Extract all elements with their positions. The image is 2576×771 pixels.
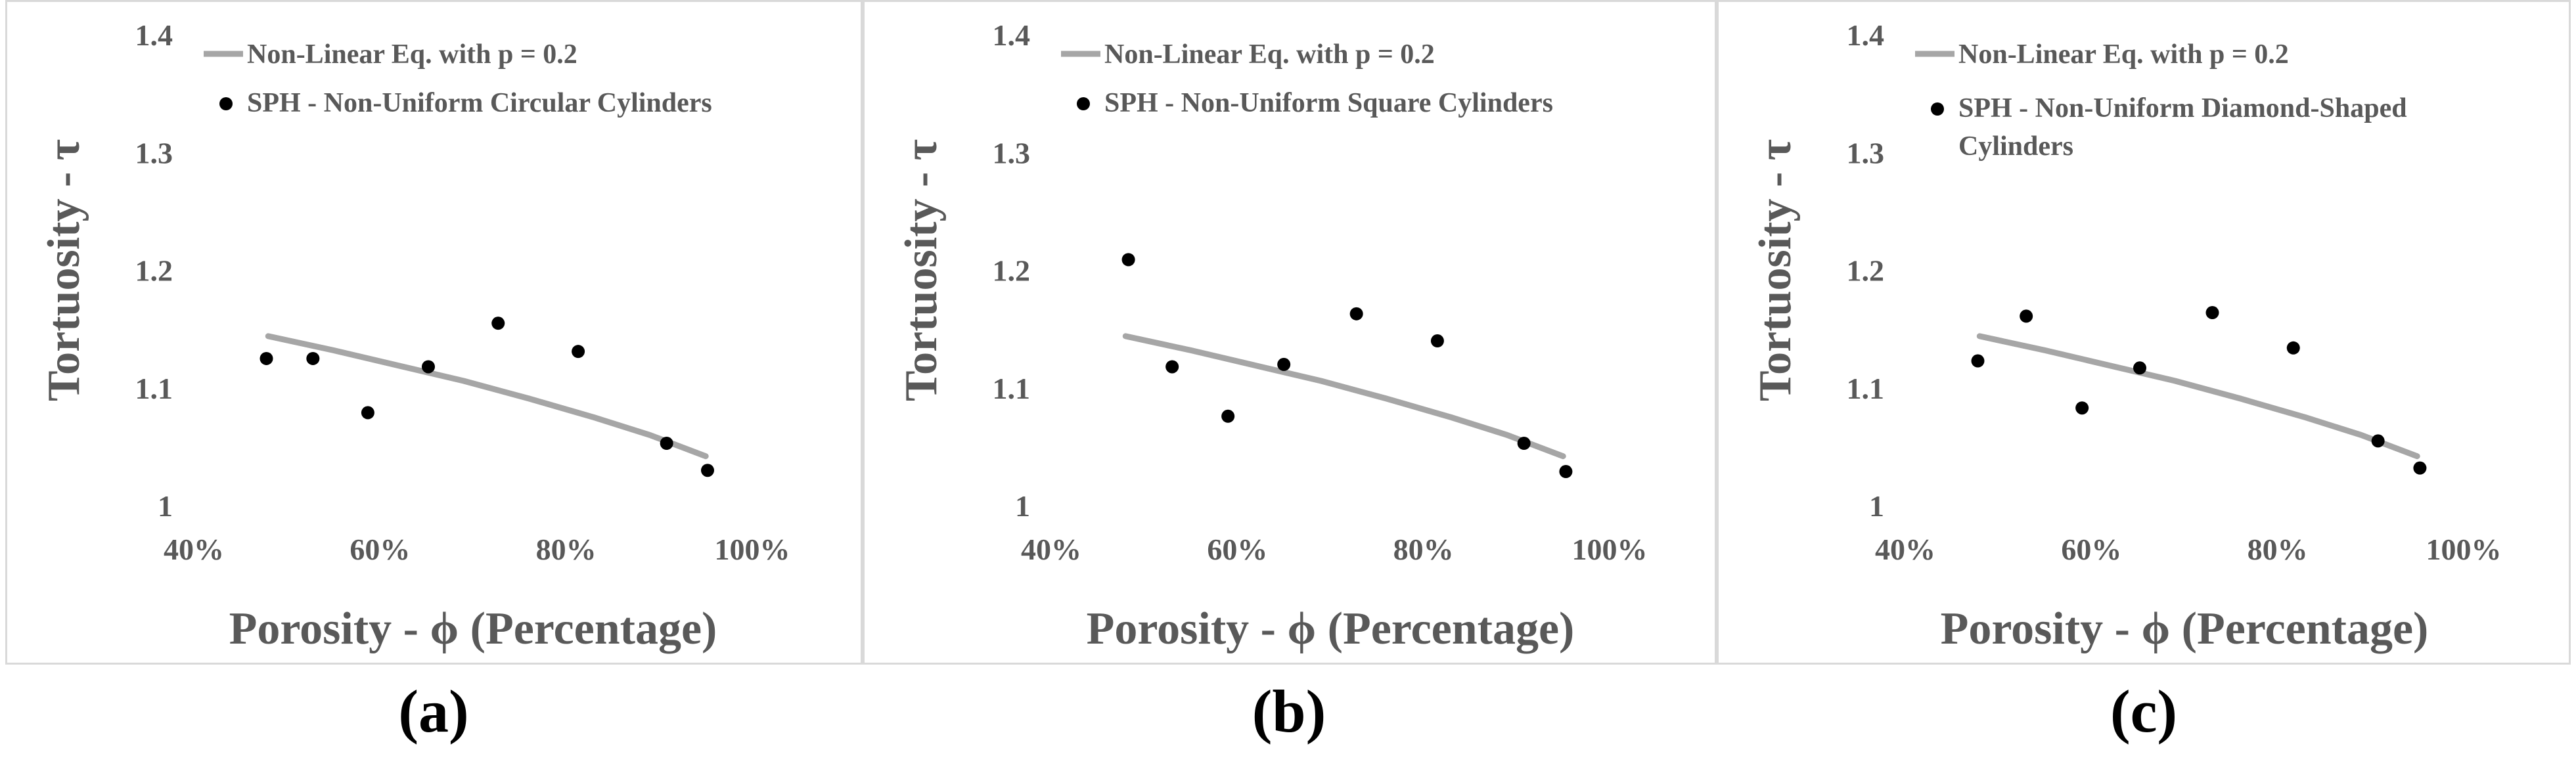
y-tick-label-c: 1.4 [1847, 18, 1885, 52]
data-point-a [660, 436, 673, 450]
legend-label-scatter-c: SPH - Non-Uniform Diamond-Shaped [1958, 93, 2407, 123]
x-axis-title-b: Porosity - ϕ (Percentage) [1087, 604, 1575, 654]
x-tick-label-c: 100% [2426, 533, 2502, 566]
data-point-b [1165, 360, 1179, 374]
data-point-c [2371, 434, 2385, 448]
x-tick-label-c: 60% [2061, 533, 2121, 566]
y-tick-label-b: 1 [1015, 489, 1030, 523]
x-tick-label-c: 40% [1875, 533, 1935, 566]
data-point-c [2286, 341, 2300, 355]
data-point-c [2413, 461, 2427, 475]
y-tick-label-b: 1.4 [993, 18, 1031, 52]
y-tick-label-c: 1.1 [1847, 372, 1885, 405]
trend-line-a [265, 333, 709, 460]
panel-label-b: (b) [1252, 678, 1326, 745]
y-tick-label-a: 1.4 [135, 18, 173, 52]
data-point-c [2075, 401, 2089, 415]
tortuosity-charts-svg: 1 1.1 1.2 1.3 1.4 40% 60% 80% 100% Porosity - ϕ (… [39, 18, 2502, 654]
legend-label-scatter-a: SPH - Non-Uniform Circular Cylinders [247, 88, 712, 118]
x-axis-title-a: Porosity - ϕ (Percentage) [229, 604, 717, 654]
data-point-a [306, 351, 320, 365]
chart-panel-a [5, 0, 863, 665]
legend-dot-swatch-c [1931, 102, 1944, 116]
legend-label-line-a: Non-Linear Eq. with p = 0.2 [247, 39, 577, 70]
y-tick-label-b: 1.3 [993, 136, 1031, 169]
y-axis-title-b: Tortuosity - τ [896, 139, 947, 401]
x-tick-label-b: 100% [1572, 533, 1648, 566]
y-tick-label-c: 1.2 [1847, 254, 1885, 288]
x-tick-label-b: 60% [1207, 533, 1267, 566]
y-tick-label-a: 1.1 [135, 372, 173, 405]
x-axis-title-c: Porosity - ϕ (Percentage) [1941, 604, 2429, 654]
data-point-c [2133, 361, 2146, 375]
legend-label-scatter-b: SPH - Non-Uniform Square Cylinders [1104, 88, 1553, 118]
data-point-a [491, 317, 505, 330]
y-tick-label-a: 1 [158, 489, 173, 523]
data-point-a [701, 464, 714, 477]
data-point-b [1277, 357, 1291, 371]
x-tick-label-c: 80% [2248, 533, 2308, 566]
x-tick-label-b: 80% [1393, 533, 1454, 566]
y-axis-title-a: Tortuosity - τ [39, 139, 89, 401]
x-tick-label-a: 60% [350, 533, 410, 566]
chart-panel-c [1717, 0, 2571, 665]
panel-label-c: (c) [2110, 678, 2178, 745]
y-tick-label-c: 1 [1869, 489, 1884, 523]
y-axis-title-c: Tortuosity - τ [1750, 139, 1801, 401]
data-point-a [572, 345, 585, 359]
legend-dot-swatch-a [219, 97, 233, 110]
data-point-a [361, 406, 374, 420]
x-tick-label-a: 80% [536, 533, 597, 566]
data-point-b [1430, 334, 1444, 348]
data-point-b [1221, 409, 1235, 423]
legend-dot-swatch-b [1077, 97, 1090, 110]
y-tick-label-a: 1.2 [135, 254, 173, 288]
x-tick-label-a: 100% [715, 533, 790, 566]
trend-line-c [1976, 333, 2420, 460]
data-point-c [2020, 309, 2033, 323]
chart-panel-b [863, 0, 1717, 665]
legend-label-line-c: Non-Linear Eq. with p = 0.2 [1958, 39, 2289, 70]
trend-line-b [1122, 333, 1566, 460]
y-tick-label-c: 1.3 [1847, 136, 1885, 169]
data-point-c [1971, 354, 1985, 368]
data-point-a [260, 351, 273, 365]
x-tick-label-a: 40% [164, 533, 224, 566]
data-point-b [1517, 436, 1531, 450]
legend-label-line-b: Non-Linear Eq. with p = 0.2 [1104, 39, 1435, 70]
y-tick-label-a: 1.3 [135, 136, 173, 169]
data-point-b [1121, 253, 1135, 267]
legend-label-scatter-line2-c: Cylinders [1958, 131, 2073, 162]
y-tick-label-b: 1.2 [993, 254, 1031, 288]
data-point-b [1349, 307, 1363, 320]
data-point-c [2205, 306, 2219, 320]
x-tick-label-b: 40% [1021, 533, 1081, 566]
data-point-b [1559, 465, 1573, 479]
data-point-a [422, 360, 435, 374]
y-tick-label-b: 1.1 [993, 372, 1031, 405]
panel-label-a: (a) [398, 678, 469, 745]
